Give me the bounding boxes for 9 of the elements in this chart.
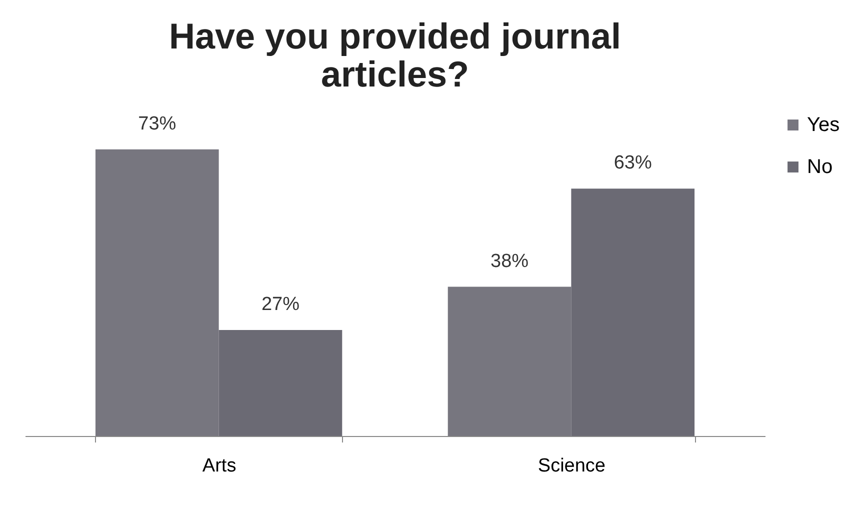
legend-label: Yes bbox=[807, 114, 840, 136]
legend-label: No bbox=[807, 156, 833, 178]
data-label: 63% bbox=[614, 152, 652, 174]
data-label: 73% bbox=[138, 113, 176, 134]
x-tick-label: Science bbox=[538, 456, 606, 476]
chart-title: Have you provided journal articles? bbox=[168, 15, 622, 94]
x-tick-label: Arts bbox=[202, 456, 236, 476]
data-label: 27% bbox=[261, 294, 300, 315]
data-label: 38% bbox=[490, 250, 529, 272]
